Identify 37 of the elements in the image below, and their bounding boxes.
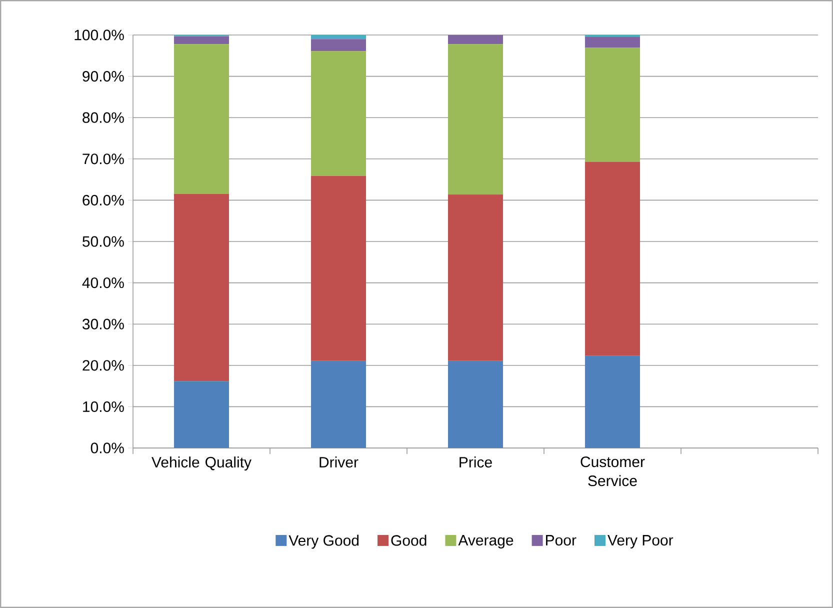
y-tick-label: 30.0% [82, 318, 124, 330]
bar [174, 44, 230, 194]
x-tick-label: Driver [320, 456, 358, 468]
legend-label: Poor [546, 535, 576, 546]
y-tick-label: 100.0% [74, 30, 124, 40]
bar [311, 51, 366, 176]
bar [311, 34, 366, 40]
bar [585, 356, 640, 448]
bar [448, 194, 503, 361]
bar [311, 360, 366, 448]
legend-label: Very Good [288, 534, 359, 549]
legend-label: Very Poor [608, 535, 674, 548]
bar [585, 36, 640, 48]
y-tick-label: 20.0% [82, 360, 124, 371]
bar [585, 48, 640, 162]
x-tick-label: Price [460, 456, 492, 468]
x-tick-label: Customer Service [580, 456, 645, 486]
y-tick-label: 60.0% [82, 194, 124, 206]
bar [174, 194, 230, 382]
y-tick-label: 70.0% [82, 154, 124, 164]
bar [311, 176, 366, 361]
bar [585, 162, 640, 356]
bar [448, 360, 503, 448]
y-tick-label: 0.0% [90, 442, 124, 454]
legend-label: Average [458, 535, 514, 548]
y-tick-label: 50.0% [82, 236, 124, 247]
bar [448, 44, 503, 194]
y-tick-label: 10.0% [83, 401, 124, 412]
x-tick-label: Vehicle Quality [152, 456, 252, 470]
legend-label: Good [391, 534, 426, 546]
y-tick-label: 90.0% [82, 70, 124, 82]
y-tick-label: 40.0% [82, 277, 124, 288]
bar [311, 39, 366, 52]
y-tick-label: 80.0% [82, 112, 124, 123]
bar [448, 34, 503, 44]
bar [174, 381, 230, 448]
bar [174, 36, 230, 44]
